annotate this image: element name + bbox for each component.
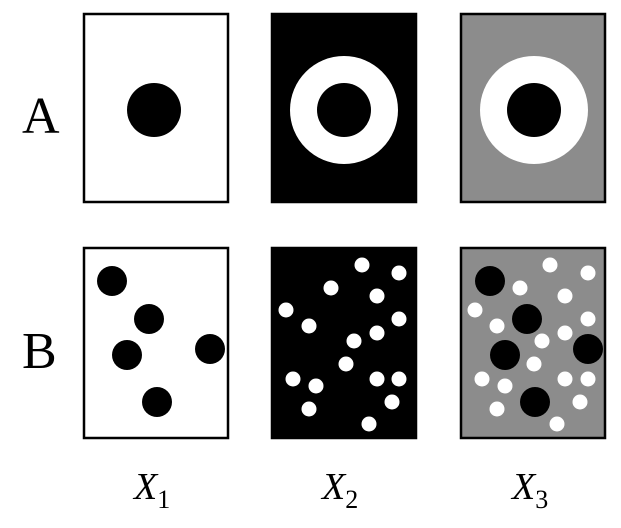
panel-b-x3-white-dot [557,371,573,387]
column-label-x1-subscript: 1 [157,485,170,514]
panel-b-x1-black-dot [112,340,142,370]
panel-b-x2-white-dot [301,401,317,417]
panel-b-x3-white-dot [557,288,573,304]
panel-b-x1-black-dot [142,387,172,417]
panel-b-x3-white-dot [512,280,528,296]
panel-a-x3 [459,12,607,204]
panel-b-x2-white-dot [301,318,317,334]
panel-b-x3-white-dot [542,257,558,273]
column-label-x2-subscript: 2 [345,485,358,514]
panel-b-x3-white-dot [549,416,565,432]
panel-a-x1-black-disk [127,83,181,137]
column-label-x3-letter: X [510,466,537,508]
panel-b-x3-black-dot [520,387,550,417]
panel-b-x3-white-dot [580,371,596,387]
panel-b-x3-white-dot [526,356,542,372]
panel-b-x3-white-dot [557,325,573,341]
panel-a-x1 [82,12,230,204]
column-label-x2: X2 [320,466,358,514]
panel-b-x2-white-dot [361,416,377,432]
panel-b-x1 [82,246,230,440]
column-label-x1-letter: X [132,466,159,508]
panel-b-x2-white-dot [369,371,385,387]
panel-b-x2-white-dot [308,378,324,394]
column-label-x1: X1 [132,466,170,514]
panel-b-x3-white-dot [467,302,483,318]
panel-a-x3-black-disk [507,83,561,137]
panel-b-x3 [459,246,607,440]
panel-b-x2-white-dot [278,302,294,318]
column-label-x3: X3 [510,466,548,514]
panel-b-x3-white-dot [497,378,513,394]
panel-b-x3-white-dot [534,333,550,349]
panel-b-x3-white-dot [580,311,596,327]
panel-b-x2-white-dot [338,356,354,372]
panel-b-x1-black-dot [195,334,225,364]
panel-b-x1-black-dot [97,266,127,296]
panel-b-x3-white-dot [474,371,490,387]
panel-b-x2-white-dot [285,371,301,387]
panel-b-x3-white-dot [572,394,588,410]
panel-b-x3-black-dot [512,304,542,334]
column-label-x3-subscript: 3 [535,485,548,514]
panel-b-x1-black-dot [134,304,164,334]
panel-b-x3-white-dot [489,318,505,334]
panel-b-x3-black-dot [573,334,603,364]
panel-b-x2 [270,246,418,440]
panel-a-x2 [270,12,418,204]
panel-b-x2-white-dot [391,371,407,387]
panel-b-x2-white-dot [346,333,362,349]
panel-b-x3-white-dot [580,265,596,281]
panel-b-x2-white-dot [369,325,385,341]
panel-b-x3-black-dot [490,340,520,370]
panel-b-x2-white-dot [354,257,370,273]
panel-b-x2-white-dot [323,280,339,296]
panel-b-x2-white-dot [391,265,407,281]
panel-b-x2-white-dot [384,394,400,410]
row-label-a: A [22,88,60,145]
panel-b-x3-black-dot [475,266,505,296]
panel-a-x2-black-disk [317,83,371,137]
column-label-x2-letter: X [320,466,347,508]
panel-b-x2-white-dot [391,311,407,327]
panel-b-x3-white-dot [489,401,505,417]
panel-b-x2-white-dot [369,288,385,304]
row-label-b: B [22,323,57,380]
